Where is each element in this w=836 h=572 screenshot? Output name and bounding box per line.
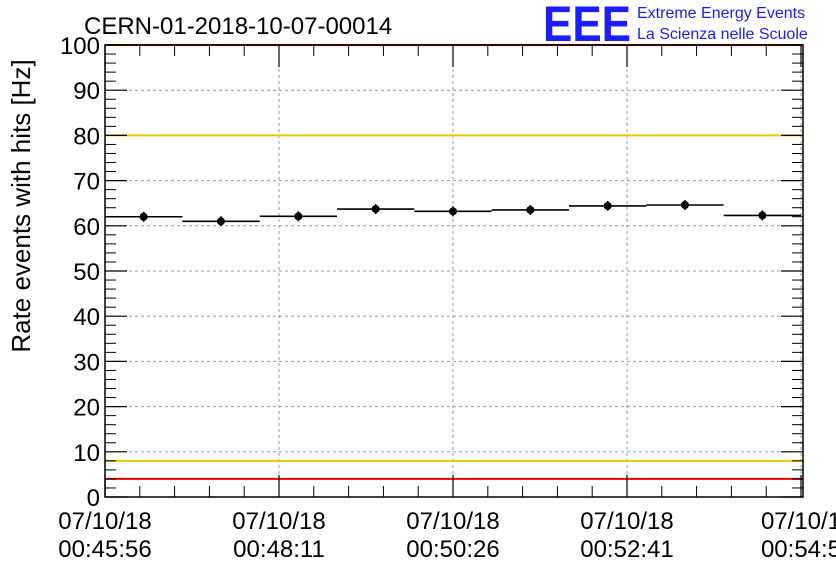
y-tick-labels: 0 10 20 30 40 50 60 70 80 90 100 (60, 33, 100, 512)
x-tick-time: 00:48:11 (233, 536, 325, 563)
chart-title: CERN-01-2018-10-07-00014 (84, 13, 392, 40)
y-tick-label: 20 (73, 395, 100, 422)
data-point (414, 206, 492, 217)
axes (104, 44, 804, 498)
y-tick-label: 100 (60, 33, 100, 60)
point-marker (526, 205, 535, 214)
data-point (569, 200, 647, 211)
data-point (491, 204, 569, 215)
grid-lines (105, 45, 803, 497)
data-point (337, 204, 415, 215)
point-marker (449, 207, 457, 216)
x-tick-labels: 07/10/1800:45:5607/10/1800:48:1107/10/18… (58, 508, 836, 563)
x-tick-time: 00:52:41 (580, 536, 673, 563)
point-marker (371, 205, 380, 214)
point-marker (217, 217, 225, 226)
data-point (105, 211, 183, 222)
y-tick-label: 10 (73, 440, 100, 467)
reference-lines (105, 44, 803, 480)
logo-mark: EEE (543, 0, 631, 52)
y-tick-label: 50 (73, 259, 100, 286)
x-tick-date: 07/10/18 (580, 508, 673, 535)
data-point (259, 211, 337, 222)
data-points (105, 200, 801, 227)
y-tick-label: 0 (87, 485, 100, 512)
x-tick-date: 07/10/18 (58, 508, 151, 535)
point-marker (681, 201, 689, 210)
logo-line-1: Extreme Energy Events (637, 5, 805, 22)
y-axis-label: Rate events with hits [Hz] (6, 59, 36, 352)
x-tick-date: 07/10/18 (406, 508, 499, 535)
x-tick-time: 00:50:26 (406, 536, 499, 563)
point-marker (603, 201, 612, 210)
x-tick-time: 00:45:56 (58, 536, 151, 563)
y-tick-label: 40 (73, 304, 100, 331)
x-tick-date: 07/10/1 (761, 508, 836, 535)
y-tick-label: 70 (73, 169, 100, 196)
y-tick-label: 30 (73, 349, 100, 376)
point-marker (294, 212, 303, 221)
logo-line-2: La Scienza nelle Scuole (637, 26, 808, 43)
x-tick-date: 07/10/18 (232, 508, 325, 535)
y-tick-label: 90 (73, 78, 100, 105)
point-marker (758, 211, 767, 220)
y-tick-label: 60 (73, 214, 100, 241)
data-point (182, 216, 260, 227)
point-marker (139, 212, 148, 221)
x-tick-label: 07/10/100:54:5 (761, 508, 836, 563)
x-tick-time: 00:54:5 (761, 536, 836, 563)
data-point (723, 210, 801, 221)
data-point (646, 200, 724, 211)
y-tick-label: 80 (73, 123, 100, 150)
eee-logo: EEE Extreme Energy Events La Scienza nel… (543, 0, 808, 52)
plot-frame (104, 44, 804, 498)
